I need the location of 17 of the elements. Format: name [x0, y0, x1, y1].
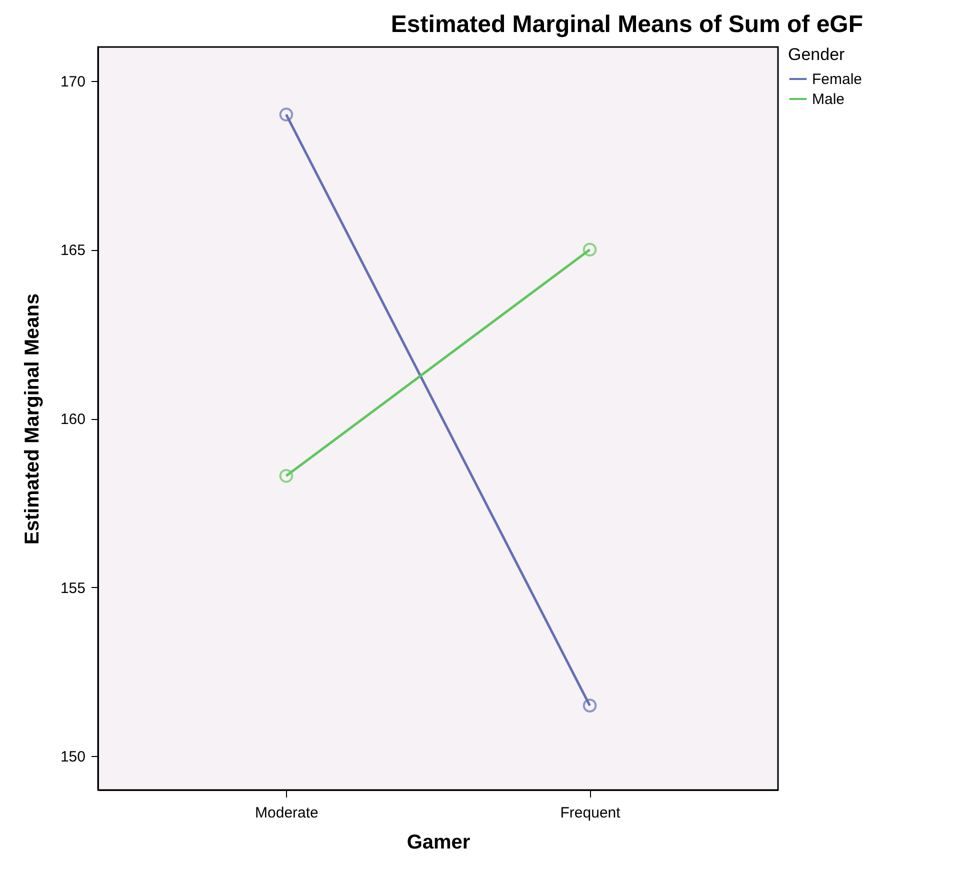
y-axis-title: Estimated Marginal Means [21, 293, 44, 545]
point [279, 108, 294, 122]
point [582, 698, 597, 712]
point [279, 469, 294, 483]
x-axis-title: Gamer [406, 832, 470, 854]
legend-title: Gender [788, 45, 846, 64]
y-tick-label: 155 [60, 580, 86, 597]
y-tick-label: 170 [60, 73, 86, 90]
legend-label: Male [812, 91, 845, 108]
x-tick-label: Moderate [255, 804, 318, 822]
chart-title: Estimated Marginal Means of Sum of eGF [390, 11, 863, 38]
y-tick-label: 150 [60, 748, 86, 766]
x-tick-label: Frequent [560, 804, 622, 822]
y-tick-label: 165 [60, 242, 86, 260]
y-tick-label: 160 [60, 411, 86, 428]
point [582, 242, 597, 257]
legend-label: Female [812, 71, 862, 88]
